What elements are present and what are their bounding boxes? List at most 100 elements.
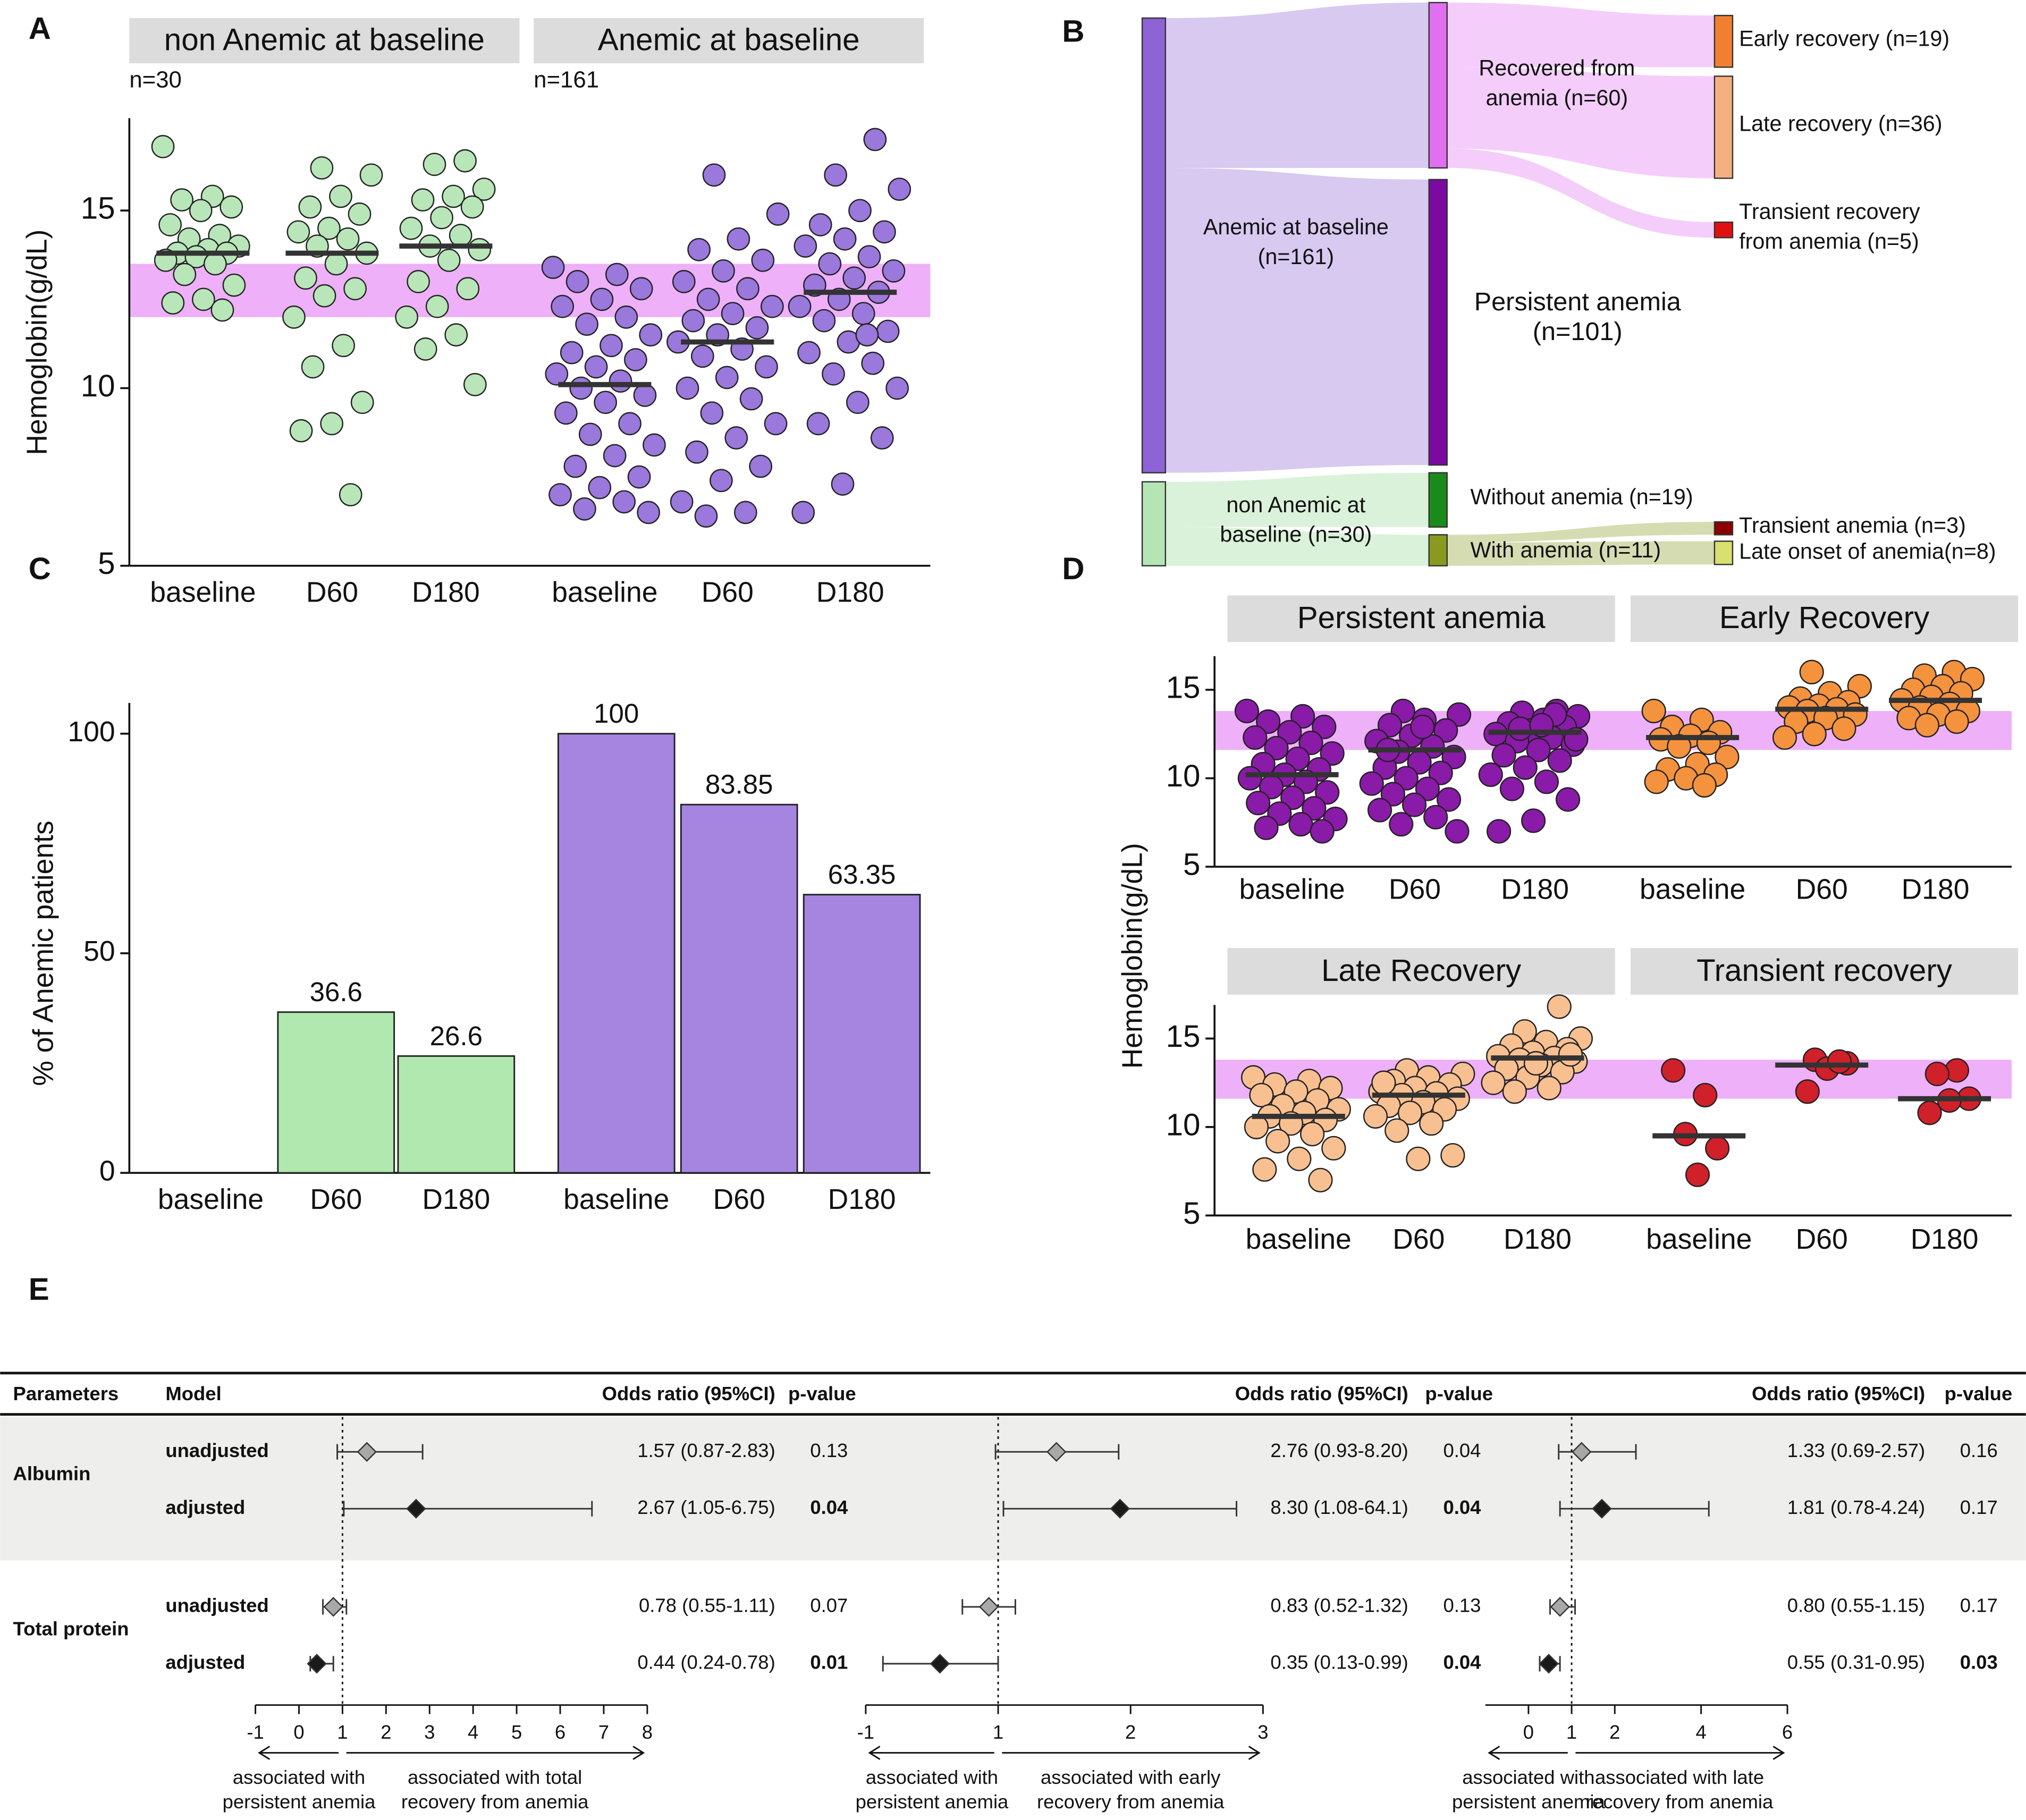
data-point <box>643 433 666 457</box>
data-point <box>1243 725 1268 750</box>
data-point <box>294 266 317 290</box>
x-tick-label: 6 <box>555 1721 565 1743</box>
odds-ratio: 2.67 (1.05-6.75) <box>637 1496 775 1518</box>
sankey-label: Persistent anemia <box>1474 287 1682 316</box>
estimate-marker <box>1592 1499 1612 1519</box>
sankey-label: (n=101) <box>1533 317 1623 346</box>
data-point <box>173 263 197 286</box>
odds-ratio: 2.76 (0.93-8.20) <box>1270 1440 1408 1461</box>
data-point <box>857 245 881 268</box>
data-point <box>1513 755 1538 780</box>
facet-title: Transient recovery <box>1696 953 1953 988</box>
data-point <box>797 341 821 365</box>
arrow <box>1002 1746 1261 1760</box>
x-tick-label: baseline <box>150 577 256 608</box>
data-point <box>672 270 696 293</box>
data-point <box>764 412 788 436</box>
x-tick-label: D180 <box>828 1184 896 1215</box>
data-point <box>1377 713 1403 738</box>
column-header: p-value <box>788 1383 856 1404</box>
data-point <box>715 366 739 390</box>
data-point <box>313 284 336 308</box>
data-point <box>411 188 435 212</box>
estimate-marker <box>1539 1654 1559 1674</box>
y-tick-label: 100 <box>67 716 115 748</box>
bar <box>277 1011 395 1174</box>
data-point <box>766 202 790 226</box>
data-point <box>876 319 900 343</box>
y-tick-label: 15 <box>1166 1019 1201 1054</box>
data-point <box>220 195 243 219</box>
data-point <box>1827 1049 1852 1074</box>
y-tick-label: 5 <box>1183 1196 1200 1231</box>
data-point <box>425 294 449 318</box>
data-point <box>222 273 246 297</box>
data-point <box>633 383 657 407</box>
sankey-flow <box>1447 67 1715 179</box>
data-point <box>751 248 775 272</box>
arrow <box>868 1746 994 1760</box>
estimate-marker <box>1110 1499 1130 1519</box>
sankey-node <box>1713 540 1734 565</box>
data-point <box>1246 791 1271 816</box>
data-point <box>413 337 437 361</box>
x-tick-label: 5 <box>511 1721 522 1743</box>
direction-label: associated with total <box>408 1766 582 1788</box>
sankey-label: Transient recovery <box>1739 199 1920 224</box>
data-point <box>605 263 629 286</box>
data-point <box>749 454 773 478</box>
y-axis-label: % of Anemic patients <box>28 820 59 1086</box>
value-label: 83.85 <box>705 769 773 800</box>
sankey-label: (n=161) <box>1258 244 1335 269</box>
facet-title: non Anemic at baseline <box>164 22 485 57</box>
data-point <box>1308 1167 1333 1192</box>
data-point <box>1478 762 1503 787</box>
p-value: 0.03 <box>1960 1651 1998 1673</box>
data-point <box>842 266 866 290</box>
estimate-marker <box>357 1442 377 1462</box>
data-point <box>721 302 745 325</box>
sankey-node <box>1713 221 1734 239</box>
data-point <box>1280 785 1305 810</box>
odds-ratio: 1.57 (0.87-2.83) <box>637 1440 775 1461</box>
data-point <box>545 362 569 386</box>
data-point <box>456 277 480 301</box>
data-point <box>1380 782 1405 807</box>
data-point <box>298 195 322 219</box>
x-tick-label: 7 <box>598 1721 609 1743</box>
x-tick-label: D60 <box>1796 874 1848 905</box>
data-point <box>870 426 894 450</box>
shaded-row <box>0 1417 2026 1561</box>
data-point <box>1944 709 1969 734</box>
data-point <box>468 238 492 261</box>
model-name: unadjusted <box>165 1595 268 1616</box>
data-point <box>554 401 578 425</box>
estimate-marker <box>1046 1442 1067 1462</box>
data-point <box>627 465 651 489</box>
bar <box>557 733 676 1174</box>
data-point <box>1315 780 1340 805</box>
data-point <box>1394 766 1419 791</box>
data-point <box>614 305 638 329</box>
data-point <box>696 287 720 311</box>
odds-ratio: 1.33 (0.69-2.57) <box>1787 1440 1925 1461</box>
data-point <box>637 501 660 524</box>
data-point <box>1312 714 1337 740</box>
column-header: Model <box>165 1383 221 1404</box>
facet-strip <box>1227 948 1615 995</box>
y-tick-label: 5 <box>1183 847 1200 882</box>
data-point <box>324 252 348 276</box>
data-point <box>733 501 757 524</box>
x-tick-label: 1 <box>993 1721 1003 1743</box>
y-axis-label: Hemoglobin(g/dL) <box>21 230 53 455</box>
direction-label: persistent anemia <box>223 1791 376 1813</box>
data-point <box>1547 994 1572 1019</box>
parameter-name: Total protein <box>13 1618 129 1639</box>
data-point <box>1715 744 1740 769</box>
value-label: 26.6 <box>430 1021 483 1051</box>
data-point <box>831 472 855 496</box>
data-point <box>882 259 906 283</box>
estimate-marker <box>1550 1597 1570 1617</box>
data-point <box>676 376 699 400</box>
